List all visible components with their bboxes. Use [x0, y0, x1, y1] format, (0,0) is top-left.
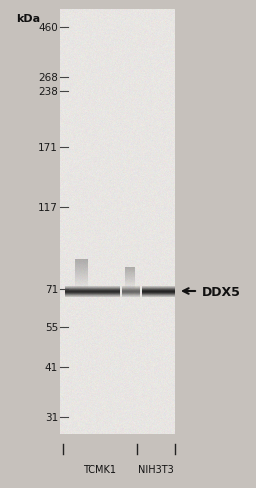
Text: kDa: kDa: [16, 14, 40, 24]
Text: 55: 55: [45, 323, 58, 332]
Text: NIH3T3: NIH3T3: [138, 464, 174, 474]
Text: 117: 117: [38, 203, 58, 213]
Text: 460: 460: [38, 23, 58, 33]
Text: 238: 238: [38, 87, 58, 97]
Text: 71: 71: [45, 285, 58, 294]
Text: 31: 31: [45, 412, 58, 422]
Text: 171: 171: [38, 142, 58, 153]
Text: 41: 41: [45, 362, 58, 372]
Text: 268: 268: [38, 73, 58, 83]
Text: DDX5: DDX5: [202, 285, 241, 298]
Text: TCMK1: TCMK1: [83, 464, 116, 474]
